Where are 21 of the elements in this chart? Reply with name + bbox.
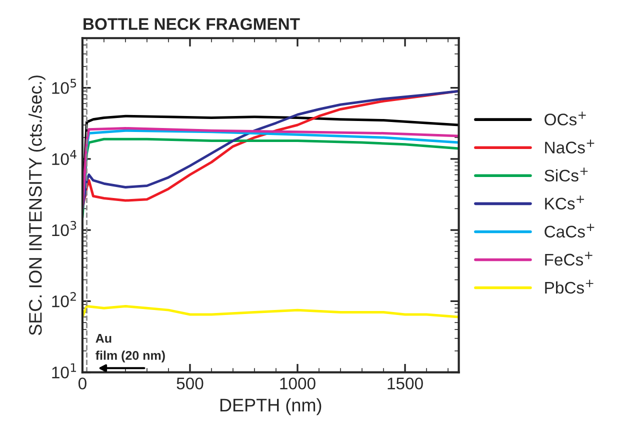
annotation: Au film (20 nm) [96, 334, 165, 362]
chart-title: BOTTLE NECK FRAGMENT [84, 18, 300, 30]
line-series [82, 304, 459, 318]
legend-label: NaCs$^{+}$ [545, 140, 594, 154]
y-tick-label: 10$^{1}$ [52, 363, 76, 378]
y-axis-title: SEC. ION INTENSITY (cts./sec.) [28, 76, 46, 336]
x-tick-label: 1500 [388, 378, 423, 390]
legend-label: CaCs$^{+}$ [544, 224, 594, 238]
x-axis-title: DEPTH (nm) [220, 398, 322, 416]
y-tick-label: 10$^{5}$ [52, 78, 76, 94]
y-tick-label: 10$^{2}$ [52, 292, 76, 308]
legend-label: OCs$^{+}$ [544, 112, 586, 126]
x-tick-label: 500 [176, 378, 204, 390]
legend-label: SiCs$^{+}$ [544, 168, 588, 182]
x-tick-label: 0 [78, 378, 86, 390]
x-tick-label: 1000 [280, 378, 316, 390]
legend-label: PbCs$^{+}$ [545, 280, 594, 294]
legend-label: KCs$^{+}$ [545, 196, 584, 210]
legend-label: FeCs$^{+}$ [545, 252, 592, 266]
y-tick-label: 10$^{4}$ [52, 150, 76, 166]
y-tick-label: 10$^{3}$ [52, 220, 76, 236]
